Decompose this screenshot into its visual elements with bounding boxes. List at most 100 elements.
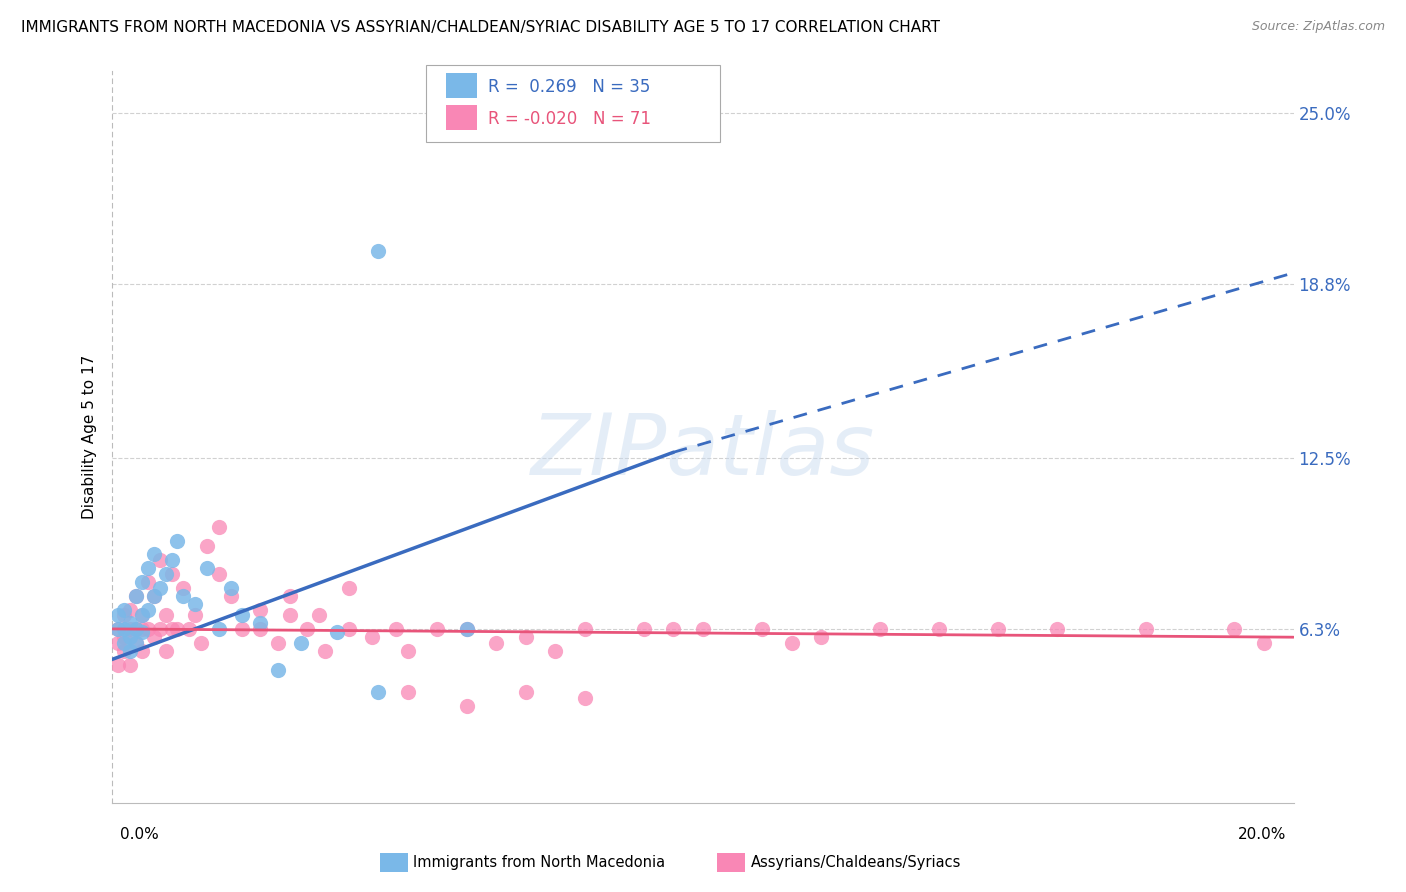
Point	[1046, 622, 1069, 636]
Point	[131, 644, 153, 658]
Point	[136, 574, 159, 589]
Point	[112, 644, 135, 658]
Point	[166, 622, 188, 636]
Point	[107, 657, 129, 672]
Point	[184, 597, 207, 611]
Point	[125, 622, 148, 636]
Text: ZIPatlas: ZIPatlas	[531, 410, 875, 493]
Point	[208, 566, 231, 581]
Point	[125, 636, 148, 650]
Point	[120, 630, 142, 644]
Point	[574, 690, 596, 705]
Point	[751, 622, 773, 636]
Point	[131, 624, 153, 639]
Point	[1253, 636, 1275, 650]
Point	[278, 608, 301, 623]
Point	[987, 622, 1010, 636]
Point	[456, 622, 478, 636]
Point	[574, 622, 596, 636]
Point	[780, 636, 803, 650]
Point	[231, 622, 253, 636]
Point	[231, 608, 253, 623]
Y-axis label: Disability Age 5 to 17: Disability Age 5 to 17	[82, 355, 97, 519]
Point	[308, 608, 330, 623]
Text: Assyrians/Chaldeans/Syriacs: Assyrians/Chaldeans/Syriacs	[751, 855, 962, 870]
Point	[367, 244, 389, 258]
Point	[190, 636, 212, 650]
Point	[142, 548, 165, 562]
Point	[136, 561, 159, 575]
Point	[131, 608, 153, 623]
Point	[396, 685, 419, 699]
Point	[515, 685, 537, 699]
Point	[662, 622, 685, 636]
Point	[396, 644, 419, 658]
Point	[456, 699, 478, 714]
Point	[125, 636, 148, 650]
Point	[219, 581, 242, 595]
Point	[337, 581, 360, 595]
Point	[195, 539, 218, 553]
Point	[219, 589, 242, 603]
Point	[155, 644, 177, 658]
Point	[149, 581, 172, 595]
Point	[120, 602, 142, 616]
Point	[1223, 622, 1246, 636]
Text: 20.0%: 20.0%	[1239, 827, 1286, 841]
Point	[125, 622, 148, 636]
Point	[426, 622, 449, 636]
Point	[385, 622, 408, 636]
Point	[131, 608, 153, 623]
Point	[456, 622, 478, 636]
Point	[160, 553, 183, 567]
Point	[297, 622, 319, 636]
Point	[692, 622, 714, 636]
Point	[544, 644, 567, 658]
Point	[172, 581, 194, 595]
Point	[184, 608, 207, 623]
Point	[267, 663, 290, 677]
Point	[112, 630, 135, 644]
Text: R =  0.269   N = 35: R = 0.269 N = 35	[488, 78, 650, 95]
Point	[131, 622, 153, 636]
Point	[107, 636, 129, 650]
Point	[267, 636, 290, 650]
Point	[278, 589, 301, 603]
Text: Immigrants from North Macedonia: Immigrants from North Macedonia	[413, 855, 665, 870]
Point	[195, 561, 218, 575]
Point	[112, 608, 135, 623]
Point	[142, 589, 165, 603]
Point	[172, 589, 194, 603]
Point	[179, 622, 201, 636]
Point	[160, 566, 183, 581]
Point	[633, 622, 655, 636]
Point	[485, 636, 508, 650]
Point	[120, 657, 142, 672]
Point	[107, 622, 129, 636]
Point	[107, 622, 129, 636]
Point	[112, 622, 135, 636]
Point	[326, 624, 349, 639]
Point	[160, 622, 183, 636]
Point	[367, 685, 389, 699]
Point	[314, 644, 336, 658]
Point	[125, 589, 148, 603]
Point	[155, 608, 177, 623]
Point	[120, 644, 142, 658]
Point	[208, 622, 231, 636]
Point	[515, 630, 537, 644]
Point	[112, 636, 135, 650]
Point	[136, 602, 159, 616]
Point	[249, 602, 271, 616]
Point	[136, 622, 159, 636]
Point	[142, 589, 165, 603]
Point	[107, 608, 129, 623]
Text: Source: ZipAtlas.com: Source: ZipAtlas.com	[1251, 20, 1385, 33]
Point	[149, 622, 172, 636]
Point	[125, 589, 148, 603]
Point	[1135, 622, 1157, 636]
Text: R = -0.020   N = 71: R = -0.020 N = 71	[488, 110, 651, 128]
Point	[361, 630, 384, 644]
Point	[249, 622, 271, 636]
Point	[120, 622, 142, 636]
